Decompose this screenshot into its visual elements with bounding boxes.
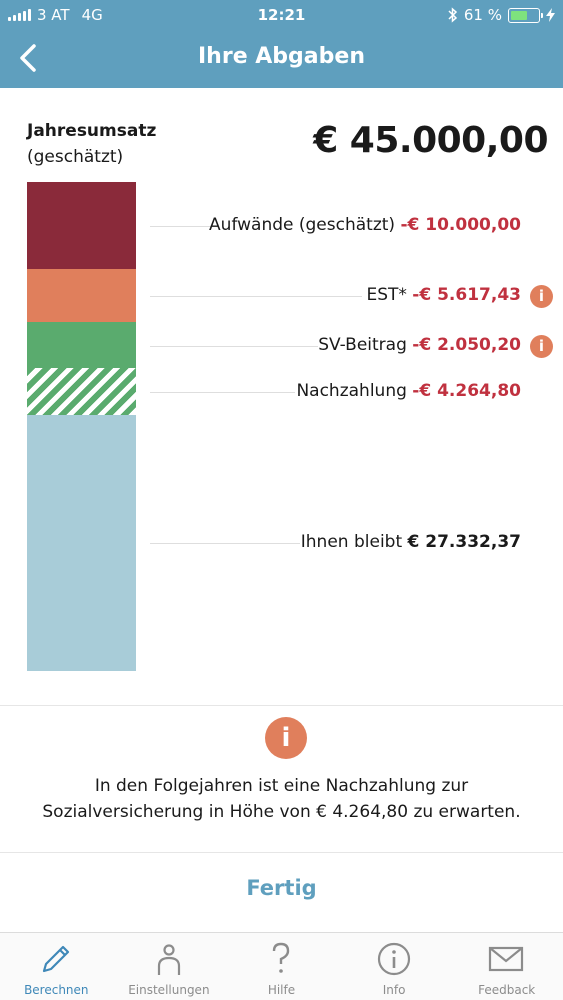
network-type: 4G — [81, 6, 103, 24]
bar-segment-nachzahlung — [27, 368, 136, 415]
person-icon — [157, 944, 180, 975]
tab-bar: Berechnen Einstellungen Hilfe Info Feedb… — [0, 932, 563, 1000]
info-icon — [377, 942, 410, 976]
row-aufwand: Aufwände (geschätzt) -€ 10.000,00 — [209, 215, 521, 235]
stacked-bar — [27, 182, 136, 671]
bar-segment-bleibt — [27, 415, 136, 671]
tab-label: Berechnen — [24, 983, 89, 997]
sv-info-icon[interactable]: i — [530, 335, 553, 358]
battery-icon — [508, 7, 543, 23]
pencil-icon — [42, 945, 70, 973]
tab-label: Feedback — [478, 983, 536, 997]
carrier: 3 AT — [37, 6, 70, 24]
divider — [0, 852, 563, 853]
app-header: 3 AT 4G 12:21 61 % Ihre Abgaben — [0, 0, 563, 88]
leader-line — [150, 296, 362, 297]
question-icon — [272, 942, 290, 973]
battery-percent: 61 % — [463, 6, 502, 24]
leader-line — [150, 392, 295, 393]
nav-bar: Ihre Abgaben — [0, 30, 563, 88]
back-button[interactable] — [10, 38, 46, 78]
row-bleibt-label: Ihnen bleibt — [300, 532, 403, 552]
leader-line — [150, 346, 318, 347]
tab-label: Hilfe — [267, 983, 296, 997]
row-aufwand-label: Aufwände (geschätzt) — [209, 215, 396, 235]
envelope-icon — [489, 946, 524, 972]
tab-info[interactable]: Info — [338, 933, 451, 1000]
row-bleibt-value: € 27.332,37 — [407, 532, 521, 552]
bar-segment-est — [27, 269, 136, 322]
tab-einstellungen[interactable]: Einstellungen — [113, 933, 226, 1000]
revenue-label-title: Jahresumsatz — [27, 121, 157, 141]
chevron-left-icon — [20, 44, 36, 72]
row-sv-label: SV-Beitrag — [318, 335, 407, 355]
revenue-value: € 45.000,00 — [313, 120, 548, 161]
tab-feedback[interactable]: Feedback — [450, 933, 563, 1000]
row-bleibt: Ihnen bleibt € 27.332,37 — [301, 532, 521, 552]
row-nachzahlung: Nachzahlung -€ 4.264,80 — [296, 381, 521, 401]
status-bar: 3 AT 4G 12:21 61 % — [0, 0, 563, 30]
bluetooth-icon — [448, 7, 457, 23]
tab-label: Einstellungen — [128, 983, 210, 997]
revenue-label: Jahresumsatz (geschätzt) — [27, 118, 156, 170]
charging-icon — [546, 8, 555, 22]
bar-segment-aufwand — [27, 182, 136, 269]
tab-label: Info — [382, 983, 406, 997]
row-nach-value: -€ 4.264,80 — [412, 381, 521, 401]
notice-line-2: Sozialversicherung in Höhe von € 4.264,8… — [42, 802, 521, 822]
notice-line-1: In den Folgejahren ist eine Nachzahlung … — [94, 776, 469, 796]
est-info-icon[interactable]: i — [530, 285, 553, 308]
info-icon: i — [265, 717, 307, 759]
row-aufwand-value: -€ 10.000,00 — [400, 215, 521, 235]
divider — [0, 705, 563, 706]
bar-segment-sv — [27, 322, 136, 368]
clock: 12:21 — [257, 6, 306, 24]
notice-text: In den Folgejahren ist eine Nachzahlung … — [20, 773, 543, 825]
row-est-label: EST* — [366, 285, 407, 305]
row-nach-label: Nachzahlung — [296, 381, 407, 401]
revenue-label-sub: (geschätzt) — [27, 147, 124, 167]
row-est: EST* -€ 5.617,43 — [366, 285, 521, 305]
done-button[interactable]: Fertig — [246, 876, 317, 900]
row-est-value: -€ 5.617,43 — [412, 285, 521, 305]
leader-line — [150, 226, 212, 227]
page-title: Ihre Abgaben — [198, 44, 365, 69]
signal-icon — [8, 9, 31, 21]
tab-hilfe[interactable]: Hilfe — [225, 933, 338, 1000]
leader-line — [150, 543, 300, 544]
tab-berechnen[interactable]: Berechnen — [0, 933, 113, 1000]
row-sv-value: -€ 2.050,20 — [412, 335, 521, 355]
row-sv: SV-Beitrag -€ 2.050,20 — [318, 335, 521, 355]
